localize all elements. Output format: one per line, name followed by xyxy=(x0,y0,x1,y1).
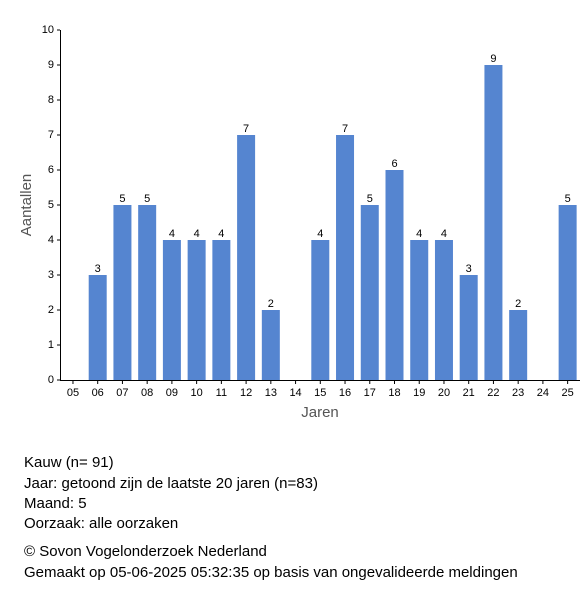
value-label: 5 xyxy=(119,193,125,205)
bar xyxy=(187,240,206,380)
x-axis-label: Jaren xyxy=(301,404,339,421)
x-tick-label: 25 xyxy=(562,387,574,399)
y-tick-label: 10 xyxy=(42,24,54,36)
value-label: 3 xyxy=(466,263,472,275)
value-label: 2 xyxy=(268,298,274,310)
value-label: 7 xyxy=(342,123,348,135)
bar xyxy=(385,170,404,380)
bar xyxy=(237,135,256,380)
value-label: 4 xyxy=(169,228,175,240)
y-tick-label: 8 xyxy=(48,94,54,106)
value-label: 5 xyxy=(144,193,150,205)
bar xyxy=(88,275,107,380)
x-tick-label: 06 xyxy=(92,387,104,399)
bar xyxy=(162,240,181,380)
y-tick-label: 4 xyxy=(48,234,54,246)
bar xyxy=(261,310,280,380)
x-tick-label: 08 xyxy=(141,387,153,399)
y-tick-label: 3 xyxy=(48,269,54,281)
value-label: 7 xyxy=(243,123,249,135)
footer-note: Maand: 5 xyxy=(24,495,87,512)
bar xyxy=(336,135,355,380)
y-tick-label: 5 xyxy=(48,199,54,211)
x-tick-label: 20 xyxy=(438,387,450,399)
y-tick-label: 2 xyxy=(48,304,54,316)
bar xyxy=(509,310,528,380)
y-tick-label: 6 xyxy=(48,164,54,176)
bar xyxy=(459,275,478,380)
x-tick-label: 14 xyxy=(289,387,301,399)
footer-note: Oorzaak: alle oorzaken xyxy=(24,515,178,532)
bar xyxy=(212,240,231,380)
x-tick-label: 13 xyxy=(265,387,277,399)
x-tick-label: 15 xyxy=(314,387,326,399)
footer-note: Jaar: getoond zijn de laatste 20 jaren (… xyxy=(24,475,318,492)
value-label: 4 xyxy=(441,228,447,240)
x-tick-label: 19 xyxy=(413,387,425,399)
x-tick-label: 09 xyxy=(166,387,178,399)
x-tick-label: 12 xyxy=(240,387,252,399)
bar xyxy=(360,205,379,380)
value-label: 2 xyxy=(515,298,521,310)
x-tick-label: 24 xyxy=(537,387,549,399)
y-tick-label: 0 xyxy=(48,374,54,386)
y-tick-label: 9 xyxy=(48,59,54,71)
x-tick-label: 18 xyxy=(388,387,400,399)
value-label: 4 xyxy=(317,228,323,240)
y-tick-label: 7 xyxy=(48,129,54,141)
bar xyxy=(410,240,429,380)
footer-note: © Sovon Vogelonderzoek Nederland xyxy=(24,543,267,560)
value-label: 5 xyxy=(367,193,373,205)
value-label: 9 xyxy=(490,53,496,65)
footer-note: Gemaakt op 05-06-2025 05:32:35 op basis … xyxy=(24,564,518,581)
x-tick-label: 22 xyxy=(487,387,499,399)
value-label: 4 xyxy=(194,228,200,240)
bar xyxy=(113,205,132,380)
x-tick-label: 17 xyxy=(364,387,376,399)
x-tick-label: 05 xyxy=(67,387,79,399)
bar xyxy=(138,205,157,380)
bar xyxy=(311,240,330,380)
value-label: 4 xyxy=(218,228,224,240)
value-label: 6 xyxy=(391,158,397,170)
footer-note: Kauw (n= 91) xyxy=(24,454,114,471)
y-tick-label: 1 xyxy=(48,339,54,351)
x-tick-label: 07 xyxy=(116,387,128,399)
x-tick-label: 10 xyxy=(191,387,203,399)
y-axis-label: Aantallen xyxy=(18,174,35,237)
x-tick-label: 21 xyxy=(463,387,475,399)
bar xyxy=(558,205,577,380)
bar xyxy=(434,240,453,380)
bar xyxy=(484,65,503,380)
x-tick-label: 11 xyxy=(216,387,227,399)
x-tick-label: 16 xyxy=(339,387,351,399)
value-label: 5 xyxy=(565,193,571,205)
x-tick-label: 23 xyxy=(512,387,524,399)
value-label: 3 xyxy=(95,263,101,275)
value-label: 4 xyxy=(416,228,422,240)
